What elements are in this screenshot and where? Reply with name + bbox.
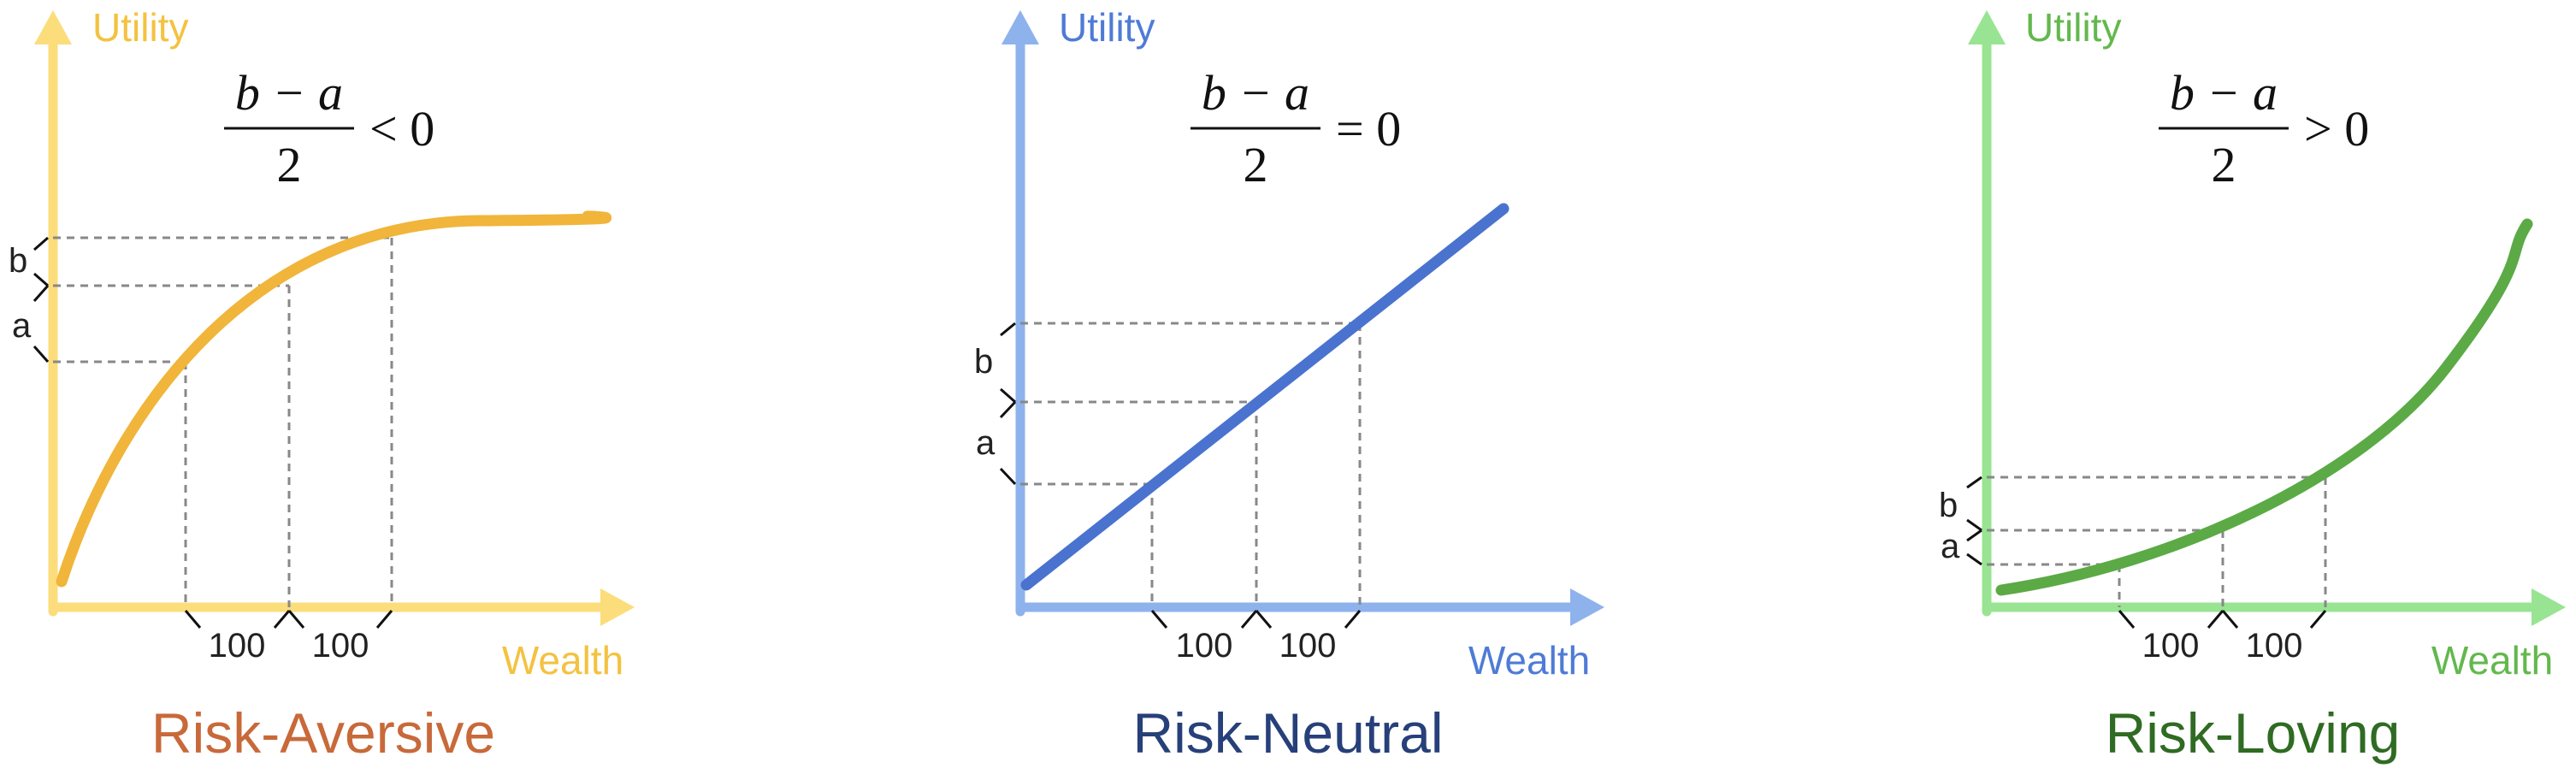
wealth-step-label-2: 100 <box>312 627 369 665</box>
formula-relation: > 0 <box>2304 101 2369 157</box>
y-brace-a <box>32 285 50 363</box>
y-axis-label: Utility <box>2025 5 2121 50</box>
utility-label-a: a <box>12 307 32 345</box>
utility-curve-convex <box>1995 218 2533 596</box>
utility-line-linear <box>1020 203 1510 591</box>
panel-title: Risk-Loving <box>2106 701 2401 765</box>
y-axis-label: Utility <box>1059 5 1155 50</box>
y-axis-label: Utility <box>92 5 188 50</box>
x-axis-arrowhead <box>600 588 635 626</box>
formula-numerator: b − a <box>1202 65 1309 121</box>
formula-numerator: b − a <box>2170 65 2278 121</box>
utility-label-a: a <box>1941 528 1960 565</box>
utility-curve-concave <box>56 210 612 588</box>
formula-denominator: 2 <box>2212 137 2236 192</box>
x-brace-1 <box>184 610 291 629</box>
utility-label-a: a <box>976 424 996 462</box>
utility-label-b: b <box>974 343 993 381</box>
formula-relation: = 0 <box>1336 101 1401 157</box>
formula: b − a 2 < 0 <box>224 65 434 192</box>
y-brace-a <box>999 400 1017 486</box>
y-axis-arrowhead <box>1001 10 1039 44</box>
panel-title: Risk-Aversive <box>151 701 495 765</box>
panel-risk-aversive: a b 100 100 Utility Wealth b − a 2 < 0 R… <box>9 5 635 765</box>
wealth-step-label-1: 100 <box>2142 627 2200 665</box>
y-brace-b <box>1000 322 1016 404</box>
x-brace-2 <box>2221 610 2327 629</box>
y-brace-b <box>1966 476 1982 532</box>
x-brace-1 <box>1150 610 1258 629</box>
formula: b − a 2 > 0 <box>2159 65 2369 192</box>
panel-risk-loving: a b 100 100 Utility Wealth b − a 2 > 0 R… <box>1939 5 2566 765</box>
x-brace-2 <box>287 610 393 629</box>
formula-denominator: 2 <box>277 137 302 192</box>
wealth-step-label-2: 100 <box>2246 627 2303 665</box>
formula-denominator: 2 <box>1244 137 1268 192</box>
wealth-step-label-1: 100 <box>1176 627 1233 665</box>
x-brace-1 <box>2118 610 2224 629</box>
wealth-step-label-1: 100 <box>209 627 266 665</box>
x-axis-arrowhead <box>1570 588 1604 626</box>
guide-lines <box>1020 322 1362 607</box>
formula-relation: < 0 <box>369 101 434 157</box>
panel-risk-neutral: a b 100 100 Utility Wealth b − a 2 = 0 R… <box>974 5 1604 765</box>
y-brace-b <box>33 236 49 287</box>
x-axis-label: Wealth <box>502 638 623 682</box>
panel-title: Risk-Neutral <box>1132 701 1443 765</box>
y-axis-arrowhead <box>1968 10 2006 44</box>
guide-lines <box>53 236 393 607</box>
y-brace-a <box>1966 529 1982 566</box>
x-axis-label: Wealth <box>2431 638 2553 682</box>
formula: b − a 2 = 0 <box>1191 65 1401 192</box>
y-axis-arrowhead <box>34 10 72 44</box>
utility-label-b: b <box>1939 487 1958 524</box>
x-brace-2 <box>1255 610 1362 629</box>
x-axis-arrowhead <box>2532 588 2566 626</box>
wealth-step-label-2: 100 <box>1279 627 1337 665</box>
x-axis-label: Wealth <box>1468 638 1590 682</box>
formula-numerator: b − a <box>235 65 343 121</box>
utility-label-b: b <box>9 242 27 280</box>
